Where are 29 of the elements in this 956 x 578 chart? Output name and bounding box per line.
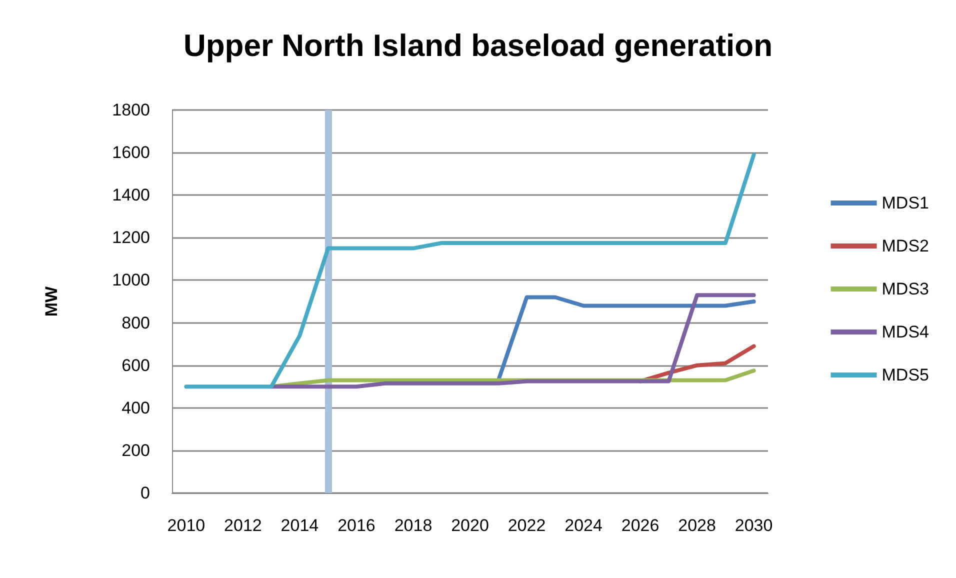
y-tick-label: 1000 [112,270,150,290]
y-axis-title: MW [42,285,61,317]
legend-label: MDS4 [882,322,930,342]
line-series [184,152,756,389]
y-tick-label: 0 [140,484,150,502]
x-tick-label: 2012 [224,516,262,535]
legend-label: MDS3 [882,280,930,298]
x-tick-label: 2010 [167,516,206,535]
x-tick-label: 2022 [508,516,546,535]
y-tick-label: 1400 [112,186,150,205]
x-tick-label: 2030 [734,516,773,535]
x-tick-label: 2026 [621,516,660,535]
y-tick-label: 800 [122,313,150,332]
y-tick-label: 1200 [112,228,150,248]
x-tick-label: 2014 [280,516,319,535]
x-tick-label: 2020 [451,516,489,535]
legend-label: MDS1 [882,194,930,212]
y-tick-label: 600 [122,356,150,375]
x-tick-label: 2024 [564,516,602,535]
x-tick-label: 2018 [394,516,432,535]
chart-title: Upper North Island baseload generation [183,28,773,63]
legend-label: MDS2 [882,236,930,256]
y-tick-label: 1800 [112,100,150,120]
y-tick-label: 200 [122,440,150,460]
x-tick-label: 2016 [338,516,376,535]
legend-label: MDS5 [882,366,930,384]
y-tick-label: 400 [122,398,150,418]
y-tick-label: 1600 [112,143,150,162]
x-tick-label: 2028 [678,516,716,535]
